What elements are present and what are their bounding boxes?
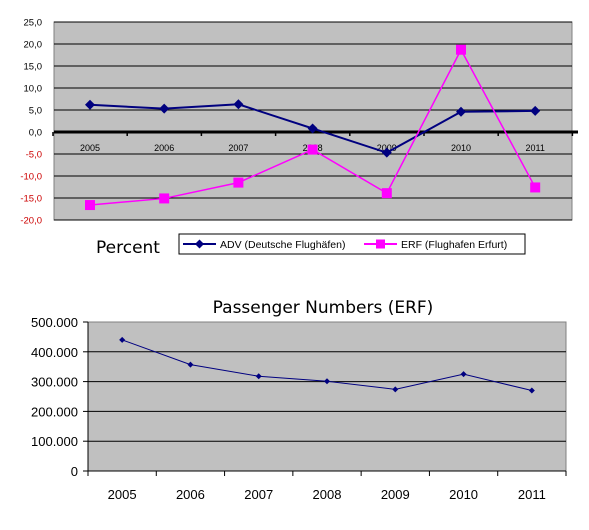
- y-tick-label: 25,0: [24, 18, 43, 29]
- percent-chart: 25,0 20,0 15,0 10,0 5,0 0,0 -5,0 -10,0 -15,0 -20,…: [20, 18, 578, 258]
- y-tick-label: 300.000: [31, 375, 78, 390]
- data-point: [159, 103, 170, 114]
- percent-plot-area: [53, 21, 573, 221]
- x-tick-label: 2008: [313, 487, 342, 502]
- legend-label: ERF (Flughafen Erfurt): [401, 239, 507, 251]
- y-tick-label: -10,0: [20, 172, 42, 183]
- data-point: [307, 144, 318, 155]
- x-tick-label: 2005: [108, 487, 137, 502]
- y-tick-label: 5,0: [29, 106, 42, 117]
- data-point: [255, 373, 262, 380]
- x-tick-label: 2010: [449, 487, 478, 502]
- x-tick-label: 2009: [381, 487, 410, 502]
- data-point: [460, 371, 467, 378]
- y-tick-label: -5,0: [26, 150, 42, 161]
- x-tick-label: 2005: [80, 143, 100, 153]
- data-point: [392, 386, 399, 393]
- x-tick-label: 2011: [518, 487, 546, 502]
- y-tick-label: -20,0: [20, 216, 42, 227]
- passenger-chart: Passenger Numbers (ERF) 500.000 400.000 30…: [31, 298, 567, 502]
- data-point: [159, 193, 170, 204]
- data-point: [530, 182, 541, 193]
- passenger-title: Passenger Numbers (ERF): [213, 298, 434, 318]
- data-point: [381, 188, 392, 199]
- y-tick-label: 0: [71, 464, 78, 479]
- data-point: [187, 361, 194, 368]
- x-tick-label: 2007: [244, 487, 273, 502]
- y-tick-label: 400.000: [31, 345, 78, 360]
- passenger-y-tick-labels: 500.000 400.000 300.000 200.000 100.000 0: [31, 315, 78, 479]
- data-point: [307, 123, 318, 134]
- data-point: [324, 378, 330, 385]
- x-tick-label: 2011: [526, 143, 545, 153]
- percent-y-tick-labels: 25,0 20,0 15,0 10,0 5,0 0,0 -5,0 -10,0 -15,0 -20,…: [20, 18, 42, 227]
- data-point: [233, 99, 244, 110]
- legend-box: [178, 233, 526, 255]
- x-tick-label: 2006: [154, 143, 174, 153]
- y-tick-label: 10,0: [24, 84, 43, 95]
- data-point: [456, 44, 466, 55]
- data-point: [119, 336, 126, 343]
- y-tick-label: 200.000: [31, 404, 78, 419]
- y-tick-label: 500.000: [31, 315, 78, 330]
- percent-legend: ADV (Deutsche Flughäfen) ERF (Flughafen E…: [178, 233, 526, 255]
- data-point: [530, 105, 541, 116]
- y-tick-label: -15,0: [20, 194, 42, 205]
- legend-marker: [195, 239, 204, 249]
- y-tick-label: 20,0: [24, 40, 43, 51]
- passenger-x-tick-labels: 2005 2006 2007 2008 2009 2010 2011: [108, 487, 546, 502]
- data-point: [85, 99, 95, 110]
- data-point: [85, 200, 95, 211]
- y-tick-label: 100.000: [31, 434, 78, 449]
- data-point: [233, 177, 244, 188]
- data-point: [528, 387, 535, 394]
- x-tick-label: 2006: [176, 487, 205, 502]
- x-tick-label: 2007: [228, 143, 248, 153]
- x-tick-label: 2010: [451, 143, 471, 153]
- legend-marker: [376, 239, 385, 249]
- percent-title: Percent: [96, 238, 160, 258]
- passenger-series: [119, 336, 535, 394]
- percent-series: [85, 44, 541, 211]
- y-tick-label: 0,0: [29, 128, 42, 139]
- passenger-plot-area: [87, 321, 567, 472]
- data-point: [381, 147, 392, 158]
- legend-label: ADV (Deutsche Flughäfen): [220, 239, 345, 251]
- data-point: [456, 106, 466, 117]
- y-tick-label: 15,0: [24, 62, 43, 73]
